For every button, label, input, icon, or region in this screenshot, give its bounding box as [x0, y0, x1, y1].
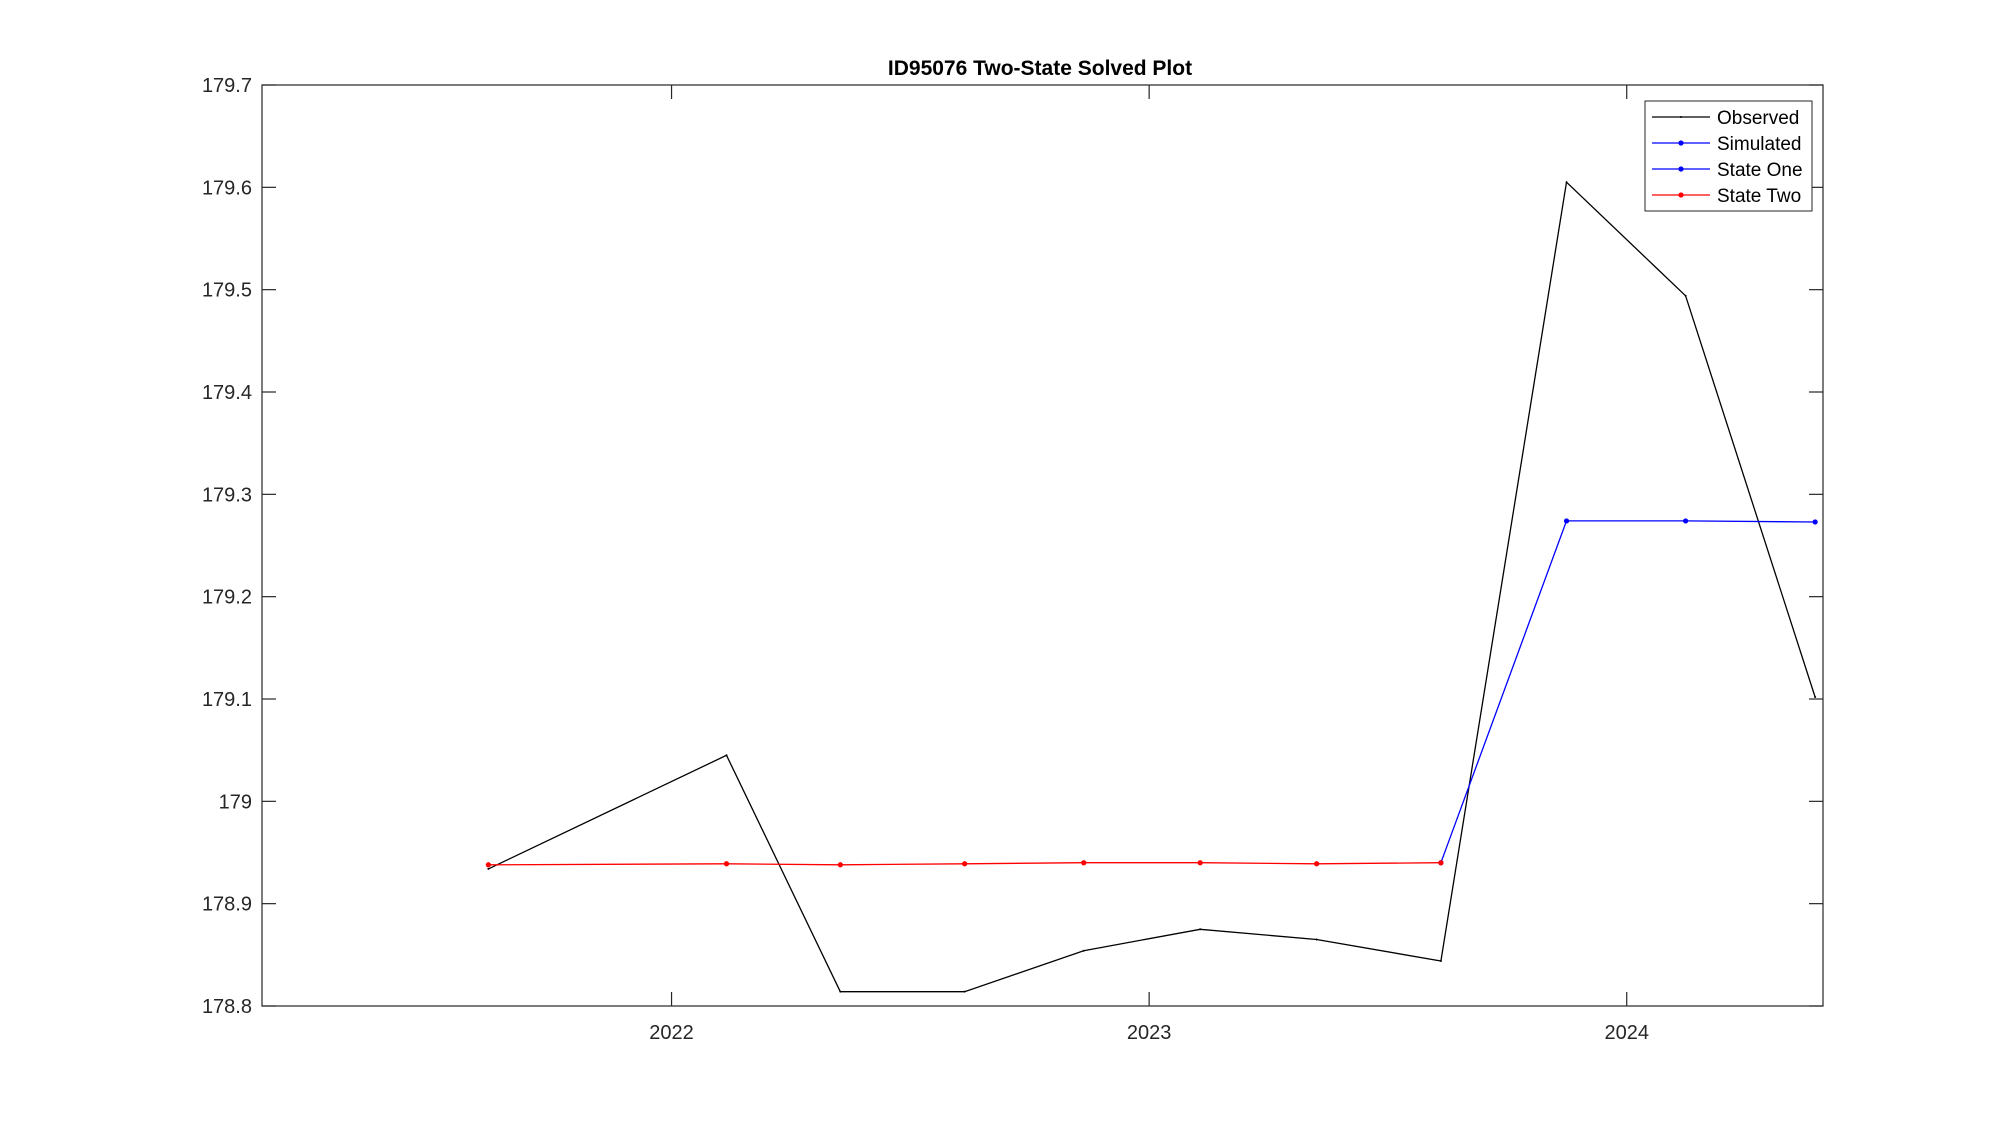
data-point-observed — [487, 867, 490, 870]
legend-label-state-two: State Two — [1717, 186, 1801, 207]
y-tick-label: 179.5 — [202, 280, 252, 302]
series-line-state-one — [1440, 520, 1816, 863]
data-point-observed — [1315, 938, 1318, 941]
data-point-state-one — [1812, 519, 1818, 525]
data-point-state-two — [837, 862, 843, 868]
data-point-state-two — [1197, 860, 1203, 866]
y-tick-label: 179.4 — [202, 382, 252, 404]
data-point-state-two — [1438, 860, 1444, 866]
x-tick-label: 2024 — [1604, 1022, 1649, 1044]
data-point-state-one — [1683, 518, 1689, 524]
legend-label-observed: Observed — [1717, 108, 1799, 129]
y-tick-label: 178.9 — [202, 894, 252, 916]
y-tick-label: 179.6 — [202, 177, 252, 199]
legend-marker-state-one — [1678, 166, 1684, 172]
data-point-observed — [1439, 959, 1442, 962]
data-point-observed — [1565, 181, 1568, 184]
chart-title: ID95076 Two-State Solved Plot — [888, 57, 1192, 80]
series-line-state-two — [488, 862, 1441, 866]
legend-label-simulated: Simulated — [1717, 134, 1802, 155]
x-tick-label: 2023 — [1127, 1022, 1172, 1044]
data-point-observed — [725, 754, 728, 757]
legend-marker-state-two — [1678, 192, 1684, 198]
data-point-state-two — [485, 862, 491, 868]
data-point-state-one — [1563, 518, 1570, 524]
legend-box — [1644, 100, 1813, 212]
legend-marker-observed — [1680, 116, 1682, 118]
y-tick-label: 179.3 — [202, 484, 252, 506]
data-point-observed — [1082, 949, 1085, 952]
plot-area: 178.8 178.9 179 179.1 179.2 179.3 179.4 179.5 17… — [202, 75, 1824, 1044]
y-tick-label: 178.8 — [202, 996, 252, 1018]
y-tick-label: 179.1 — [202, 689, 252, 711]
data-point-observed — [1814, 695, 1817, 698]
y-tick-label: 179.7 — [202, 75, 252, 97]
data-point-observed — [1684, 294, 1687, 297]
legend-marker-simulated — [1678, 140, 1684, 146]
data-point-state-two — [962, 861, 968, 867]
y-tick-label: 179.2 — [202, 587, 252, 609]
data-point-observed — [963, 990, 966, 993]
axes-box — [261, 84, 1824, 1007]
data-point-observed — [839, 990, 842, 993]
legend-label-state-one: State One — [1717, 160, 1803, 181]
data-point-state-two — [723, 861, 730, 867]
y-tick-label: 179 — [219, 791, 252, 813]
data-point-state-two — [1081, 860, 1087, 866]
x-tick-label: 2022 — [649, 1022, 694, 1044]
data-point-observed — [1199, 928, 1202, 931]
data-point-state-two — [1314, 861, 1320, 867]
legend: Observed Simulated State One State Two — [1644, 100, 1813, 212]
